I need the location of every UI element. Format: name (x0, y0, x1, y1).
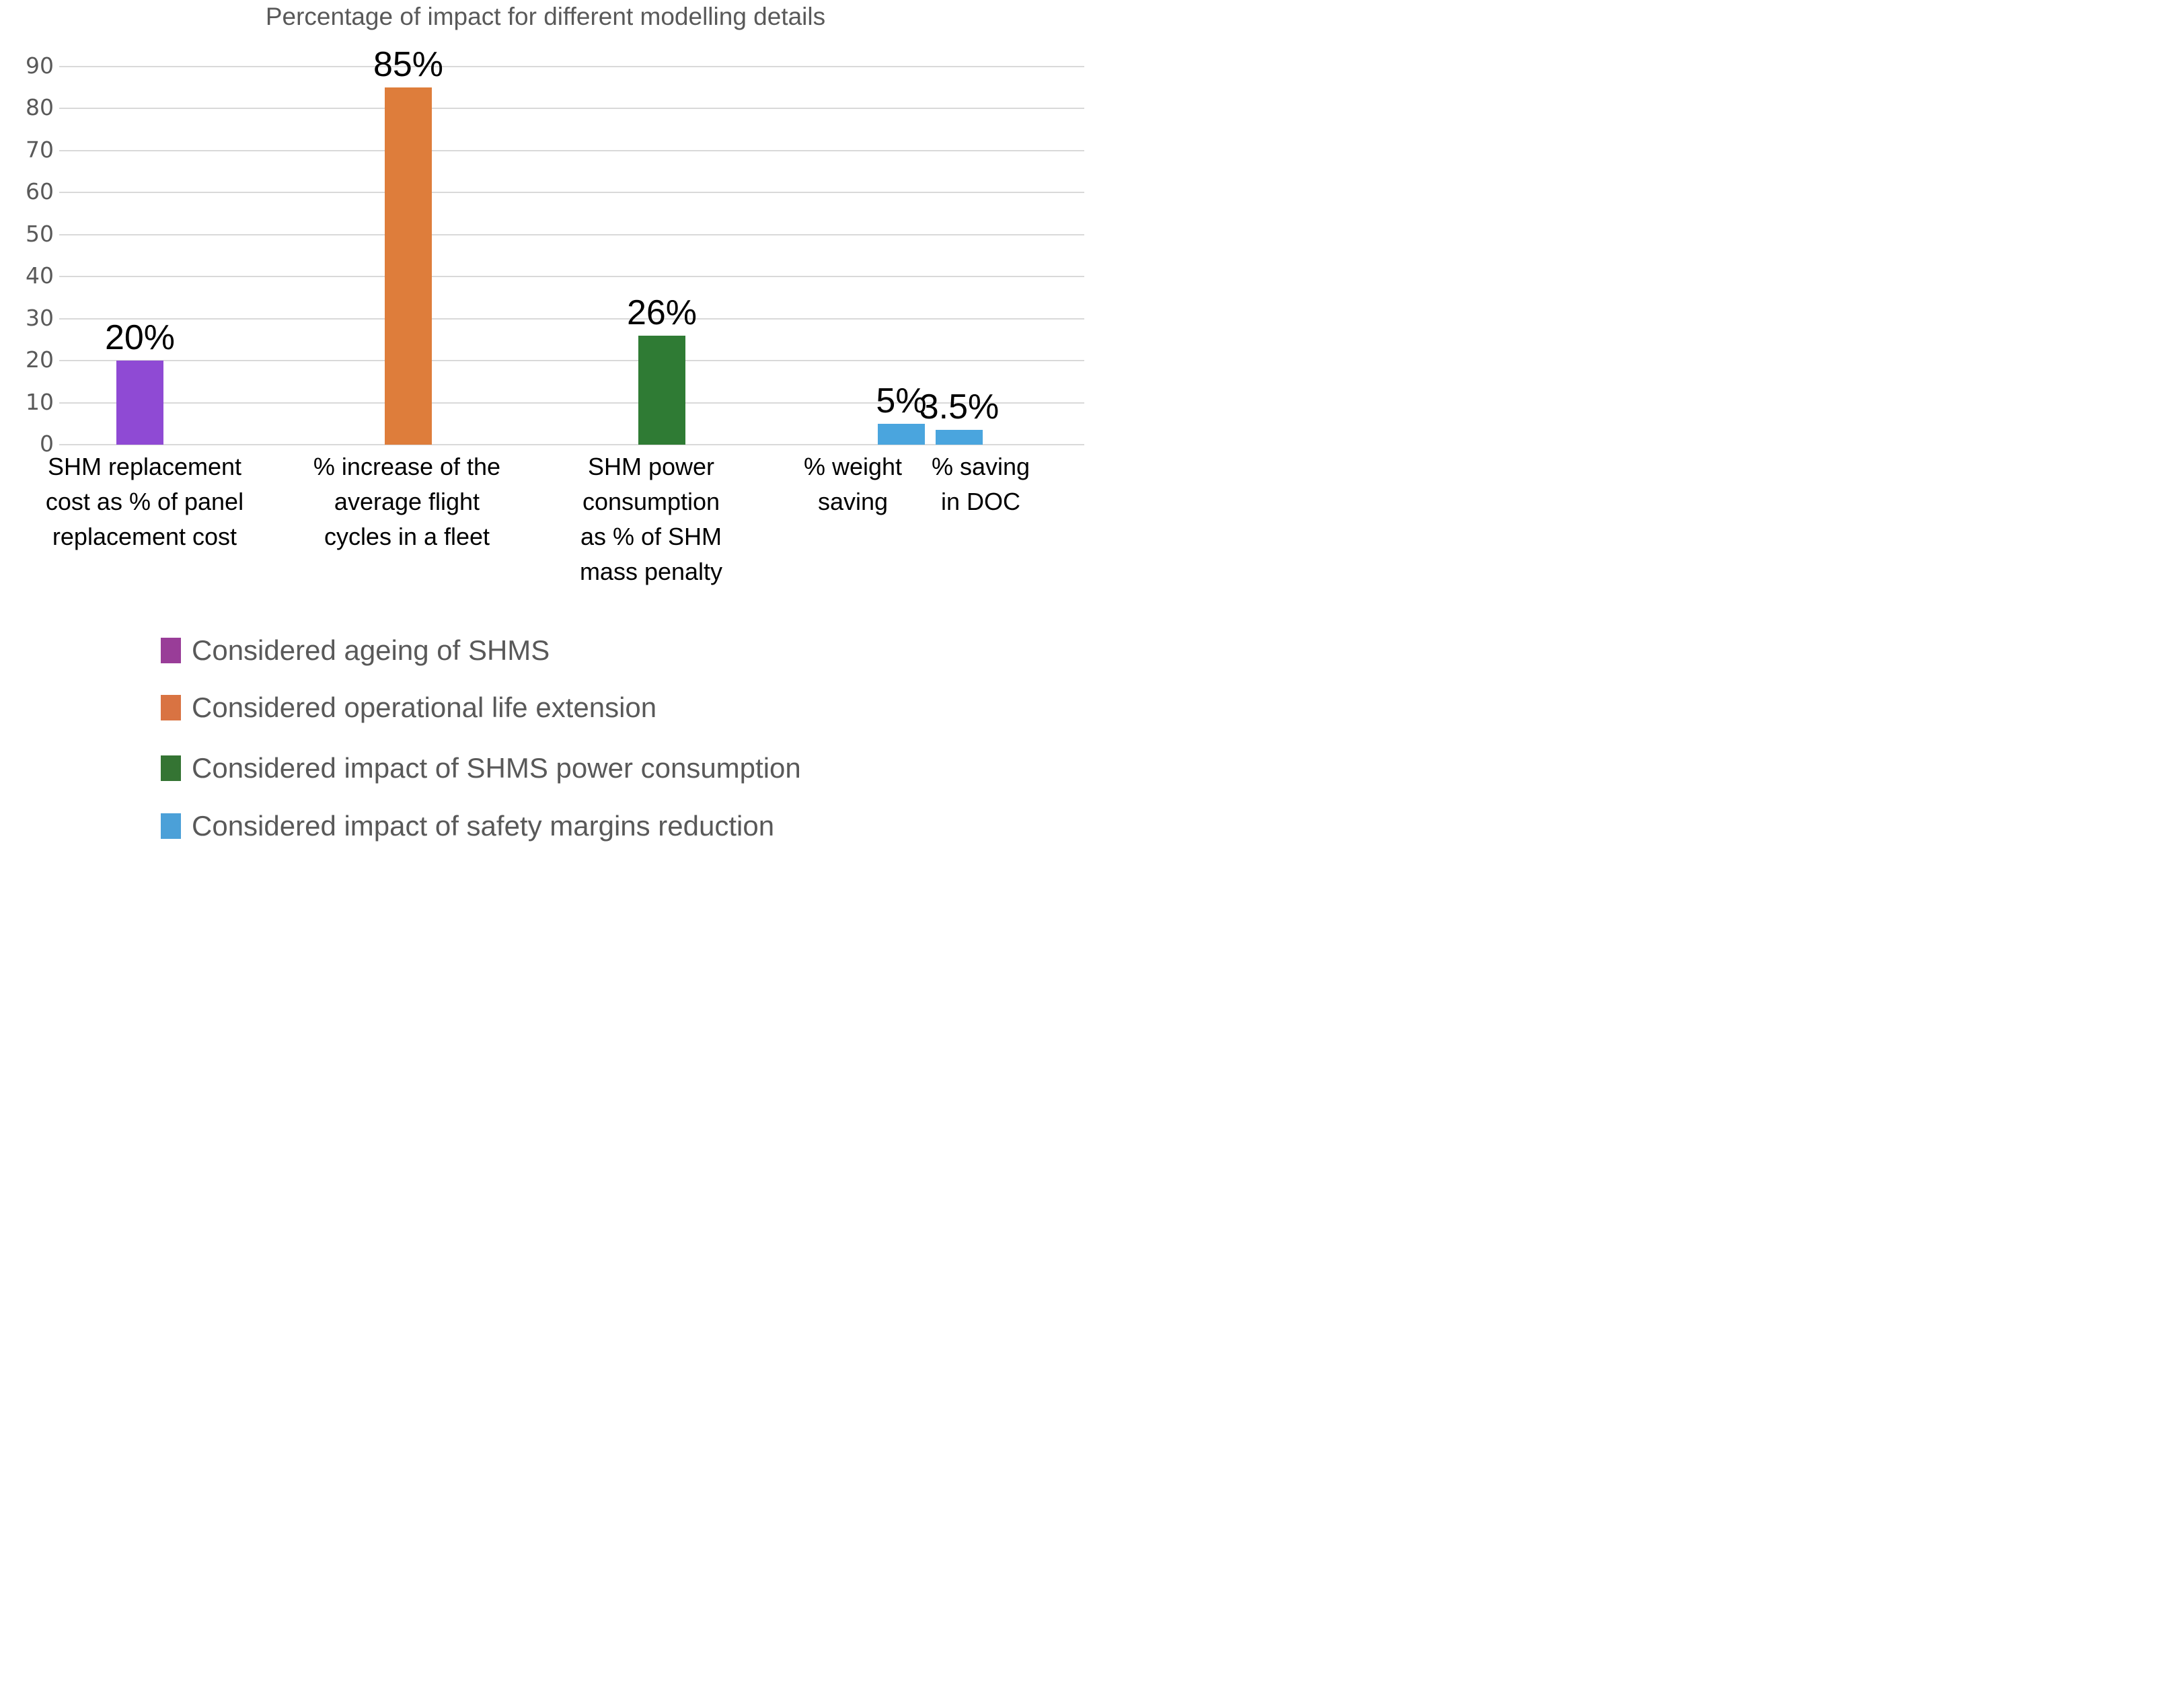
y-axis-tick-label: 60 (26, 178, 54, 205)
y-axis-tick-label: 90 (26, 52, 54, 79)
chart-title: Percentage of impact for different model… (265, 3, 826, 30)
gridline-0 (59, 444, 1084, 445)
category-label-line: cost as % of panel (45, 488, 244, 515)
y-axis-tick-label: 20 (26, 346, 54, 373)
category-label-line: SHM replacement (47, 453, 242, 480)
y-axis-tick-label: 70 (26, 136, 54, 163)
legend-row: Considered impact of SHMS power consumpt… (161, 752, 801, 784)
gridline-90 (59, 65, 1084, 67)
bar-value-label: 5% (876, 381, 927, 420)
gridline-50 (59, 233, 1084, 235)
category-label-line: % increase of the (313, 453, 501, 480)
gridline-10 (59, 402, 1084, 404)
bar-value-label: 3.5% (919, 387, 1000, 427)
category-label-line: % saving (931, 453, 1030, 480)
legend-swatch-icon (161, 755, 181, 781)
category-label-line: as % of SHM (580, 523, 722, 550)
gridline-30 (59, 318, 1084, 320)
category-label-line: replacement cost (52, 523, 237, 550)
legend-swatch-icon (161, 638, 181, 663)
legend-row: Considered ageing of SHMS (161, 634, 550, 667)
category-label: SHM power consumption as % of SHM mass pena… (503, 449, 799, 589)
category-label: SHM replacement cost as % of panel replace… (0, 449, 293, 554)
legend-swatch-icon (161, 813, 181, 839)
gridline-80 (59, 108, 1084, 109)
gridline-70 (59, 149, 1084, 151)
bar-value-label: 20% (104, 318, 176, 357)
category-label: % saving in DOC (833, 449, 1091, 519)
gridline-20 (59, 360, 1084, 361)
y-axis-tick-label: 80 (26, 94, 54, 120)
category-label-line: mass penalty (579, 558, 723, 585)
y-axis-tick-label: 50 (26, 220, 54, 247)
legend-label: Considered impact of SHMS power consumpt… (192, 752, 801, 784)
gridline-40 (59, 276, 1084, 277)
legend-row: Considered operational life extension (161, 692, 656, 724)
category-label-line: saving (817, 488, 889, 515)
bar-2 (385, 87, 432, 445)
gridline-60 (59, 192, 1084, 193)
category-label: % increase of the average flight cycles in… (259, 449, 555, 554)
category-label-line: SHM power (587, 453, 715, 480)
category-label-line: consumption (582, 488, 720, 515)
category-label-line: cycles in a fleet (324, 523, 490, 550)
bar-chart: Percentage of impact for different model… (0, 0, 1091, 854)
category-label-line: in DOC (940, 488, 1021, 515)
bar-value-label: 85% (373, 44, 444, 84)
legend-swatch-icon (161, 695, 181, 720)
category-label-line: average flight (334, 488, 480, 515)
bar-3 (638, 335, 685, 445)
bar-value-label: 26% (626, 293, 698, 332)
y-axis-tick-label: 10 (26, 388, 54, 415)
bar-1 (116, 361, 163, 445)
legend-row: Considered impact of safety margins redu… (161, 810, 774, 842)
category-label: % weight saving (705, 449, 1001, 519)
category-label-line: % weight (803, 453, 903, 480)
legend-label: Considered operational life extension (192, 692, 657, 723)
y-axis-tick-label: 40 (26, 262, 54, 289)
y-axis-tick-label: 30 (26, 304, 54, 331)
legend-label: Considered ageing of SHMS (192, 634, 550, 666)
bar-5 (936, 430, 983, 445)
legend-label: Considered impact of safety margins redu… (192, 810, 775, 842)
bar-4 (878, 423, 925, 445)
y-axis-tick-label: 0 (40, 431, 54, 457)
